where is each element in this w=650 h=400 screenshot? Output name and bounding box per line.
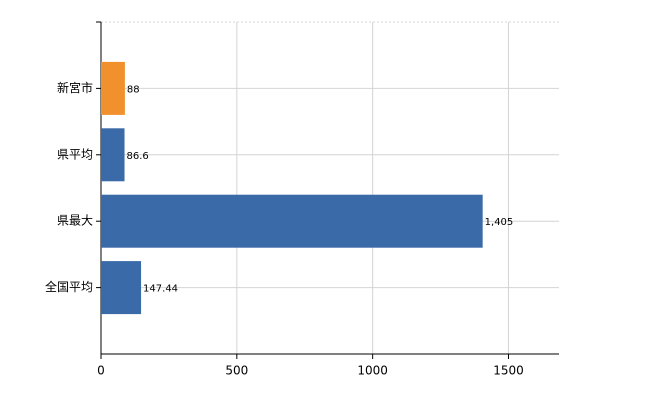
x-tick-label: 1500 xyxy=(493,364,524,378)
data-label: 1,405 xyxy=(485,217,514,228)
x-tick-label: 0 xyxy=(97,364,105,378)
y-tick-label: 新宮市 xyxy=(57,80,93,95)
y-tick-label: 県平均 xyxy=(57,147,93,161)
bar xyxy=(101,61,125,115)
data-label: 86.6 xyxy=(127,151,149,162)
x-tick-label: 1000 xyxy=(357,364,388,378)
bar xyxy=(101,194,483,248)
bar xyxy=(101,261,142,315)
y-tick-label: 県最大 xyxy=(57,214,93,228)
data-label: 147.44 xyxy=(143,284,178,295)
data-label: 88 xyxy=(127,84,140,95)
x-tick-label: 500 xyxy=(225,364,248,378)
bar xyxy=(101,128,125,182)
y-tick-label: 全国平均 xyxy=(45,279,93,294)
